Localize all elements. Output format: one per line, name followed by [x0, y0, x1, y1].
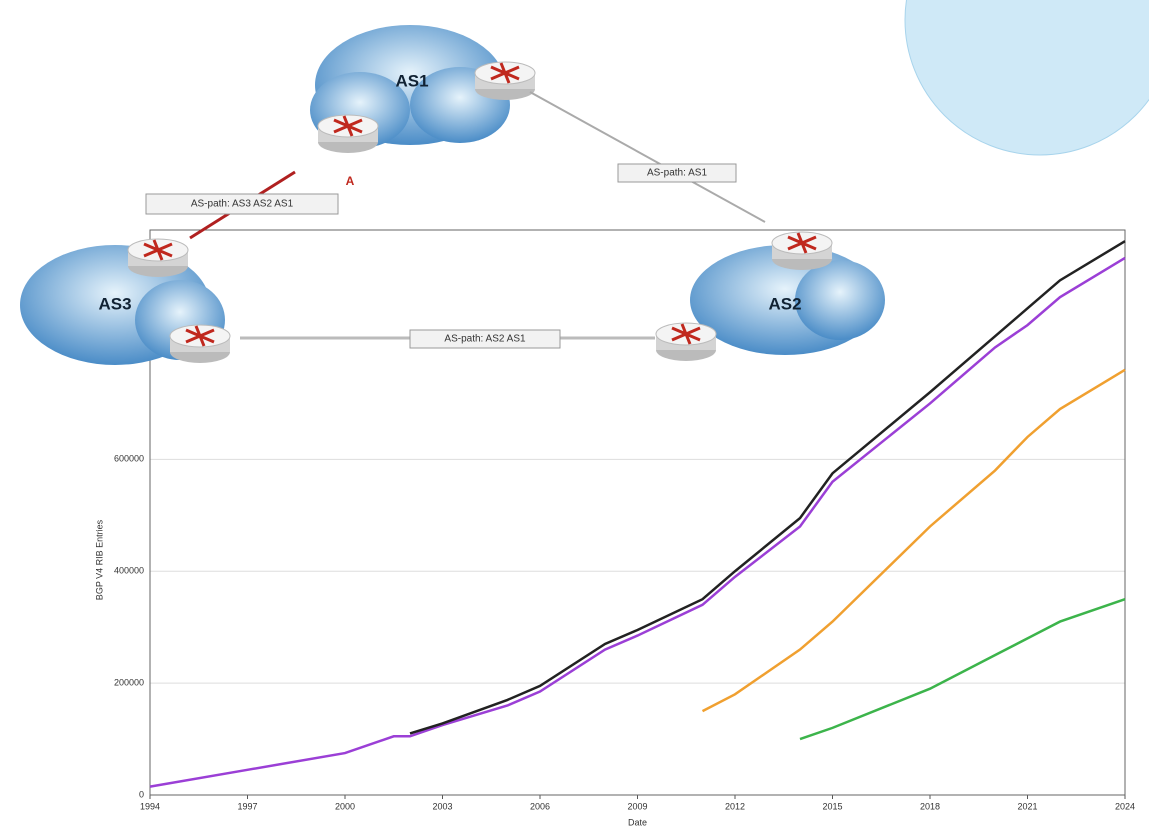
edge-tag: [409, 329, 561, 349]
x-tick-label: 2021: [1017, 801, 1037, 811]
plot-frame: [149, 229, 1126, 796]
marker-label: A: [346, 174, 355, 188]
x-tick-label: 2018: [920, 801, 940, 811]
edge-label: AS-path: AS3 AS2 AS1: [191, 199, 294, 210]
node-label: AS1: [395, 71, 428, 90]
y-tick-label: 200000: [114, 677, 144, 687]
network-diagram: AS1 AS2 AS3 AS-path: AS1 AS-path: AS2 AS…: [20, 25, 885, 365]
x-tick-label: 2015: [822, 801, 842, 811]
chart: 0 200000 400000 600000 1994 1997 2000 2003 2006 2…: [94, 229, 1135, 827]
edge-tag: [145, 193, 339, 215]
x-tick-label: 1994: [140, 801, 160, 811]
x-tick-label: 2003: [432, 801, 452, 811]
edge-tag: [617, 163, 737, 183]
series-line: [409, 240, 1126, 735]
node-label: AS2: [768, 294, 801, 313]
edge-label: AS-path: AS1: [647, 168, 707, 179]
node-label: AS3: [98, 294, 131, 313]
edge-label: AS-path: AS2 AS1: [444, 334, 526, 345]
x-tick-label: 2006: [530, 801, 550, 811]
cloud-as3: AS3: [20, 237, 232, 365]
x-tick-label: 2024: [1115, 801, 1135, 811]
x-axis-title: Date: [628, 817, 647, 827]
decor-circle: [904, 0, 1149, 156]
cloud-as1: AS1: [310, 25, 537, 155]
series-line: [149, 256, 1126, 788]
y-tick-label: 400000: [114, 566, 144, 576]
x-tick-label: 2009: [627, 801, 647, 811]
x-tick-label: 2012: [725, 801, 745, 811]
series-line: [701, 368, 1126, 713]
y-tick-label: 0: [139, 789, 144, 799]
cloud-as2: AS2: [654, 230, 885, 363]
y-tick-label: 600000: [114, 454, 144, 464]
edge: [529, 91, 766, 223]
x-tick-label: 2000: [335, 801, 355, 811]
x-tick-label: 1997: [237, 801, 257, 811]
y-axis-title: BGP V4 RIB Entries: [94, 519, 104, 600]
series-line: [799, 598, 1126, 741]
